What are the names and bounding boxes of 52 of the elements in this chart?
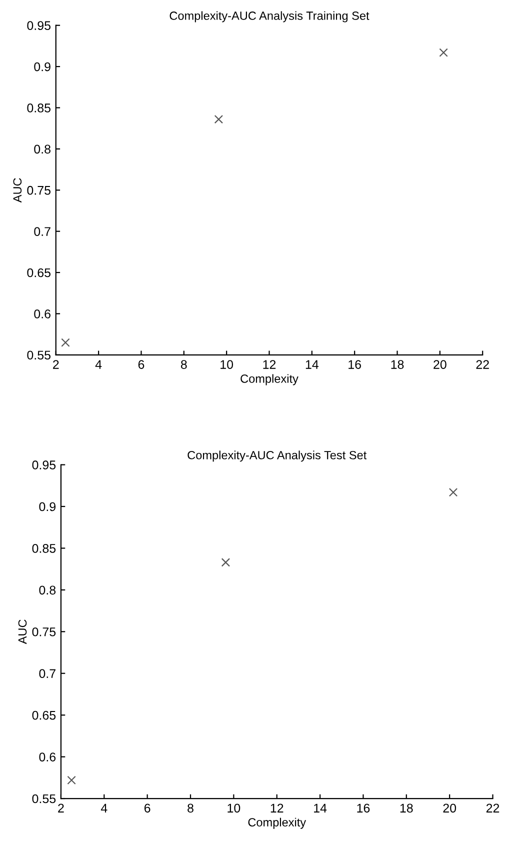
y-tick-label: 0.75 xyxy=(32,627,56,636)
y-tick-label: 0.8 xyxy=(34,144,50,154)
x-axis-title: Complexity xyxy=(240,374,298,386)
x-tick-label: 12 xyxy=(270,804,284,812)
x-tick-label: 16 xyxy=(357,804,370,813)
x-tick-label: 4 xyxy=(100,804,108,812)
y-tick-label: 0.95 xyxy=(27,21,50,30)
y-tick-label: 0.9 xyxy=(34,62,50,72)
point xyxy=(67,776,76,785)
chart-title: Complexity-AUC Analysis Training Set xyxy=(170,11,370,22)
y-tick-label: 0.85 xyxy=(27,104,50,112)
y-tick-label: 0.95 xyxy=(32,460,56,470)
x-tick-label: 4 xyxy=(95,360,102,369)
y-tick-label: 0.55 xyxy=(27,350,50,360)
y-tick-label: 0.75 xyxy=(27,186,50,195)
y-tick-label: 0.7 xyxy=(39,669,56,678)
y-tick-label: 0.7 xyxy=(34,227,50,236)
x-tick-label: 18 xyxy=(400,804,413,813)
x-tick-label: 8 xyxy=(188,804,194,813)
y-tick-label: 0.9 xyxy=(39,502,56,512)
x-tick-label: 22 xyxy=(476,360,489,369)
y-tick-label: 0.55 xyxy=(32,794,56,804)
x-tick-label: 10 xyxy=(220,360,234,369)
x-tick-label: 22 xyxy=(486,804,500,812)
y-tick-label: 0.8 xyxy=(39,586,56,595)
x-tick-label: 6 xyxy=(138,360,144,369)
x-tick-label: 16 xyxy=(348,360,361,369)
point xyxy=(439,48,448,57)
y-axis-title: AUC xyxy=(13,178,22,203)
y-tick-label: 0.65 xyxy=(27,268,50,278)
x-axis-title: Complexity xyxy=(248,818,306,829)
x-tick-label: 18 xyxy=(391,360,404,369)
point xyxy=(61,338,70,347)
y-tick-label: 0.65 xyxy=(32,710,56,720)
x-tick-label: 20 xyxy=(443,804,456,813)
x-tick-label: 12 xyxy=(263,360,276,369)
x-tick-label: 6 xyxy=(144,804,150,813)
x-tick-label: 10 xyxy=(228,804,240,813)
x-tick-label: 2 xyxy=(58,804,64,812)
point xyxy=(221,558,230,567)
point xyxy=(214,114,224,124)
y-tick-label: 0.6 xyxy=(39,752,56,762)
chart-title: Complexity-AUC Analysis Test Set xyxy=(188,450,367,462)
y-tick-label: 0.6 xyxy=(34,310,50,318)
x-tick-label: 2 xyxy=(53,360,59,369)
y-axis-title: AUC xyxy=(18,620,27,644)
y-tick-label: 0.85 xyxy=(32,544,56,553)
x-tick-label: 14 xyxy=(306,360,318,369)
x-tick-label: 8 xyxy=(180,360,187,369)
point xyxy=(448,488,458,497)
x-tick-label: 14 xyxy=(314,804,327,812)
x-tick-label: 20 xyxy=(434,360,446,369)
